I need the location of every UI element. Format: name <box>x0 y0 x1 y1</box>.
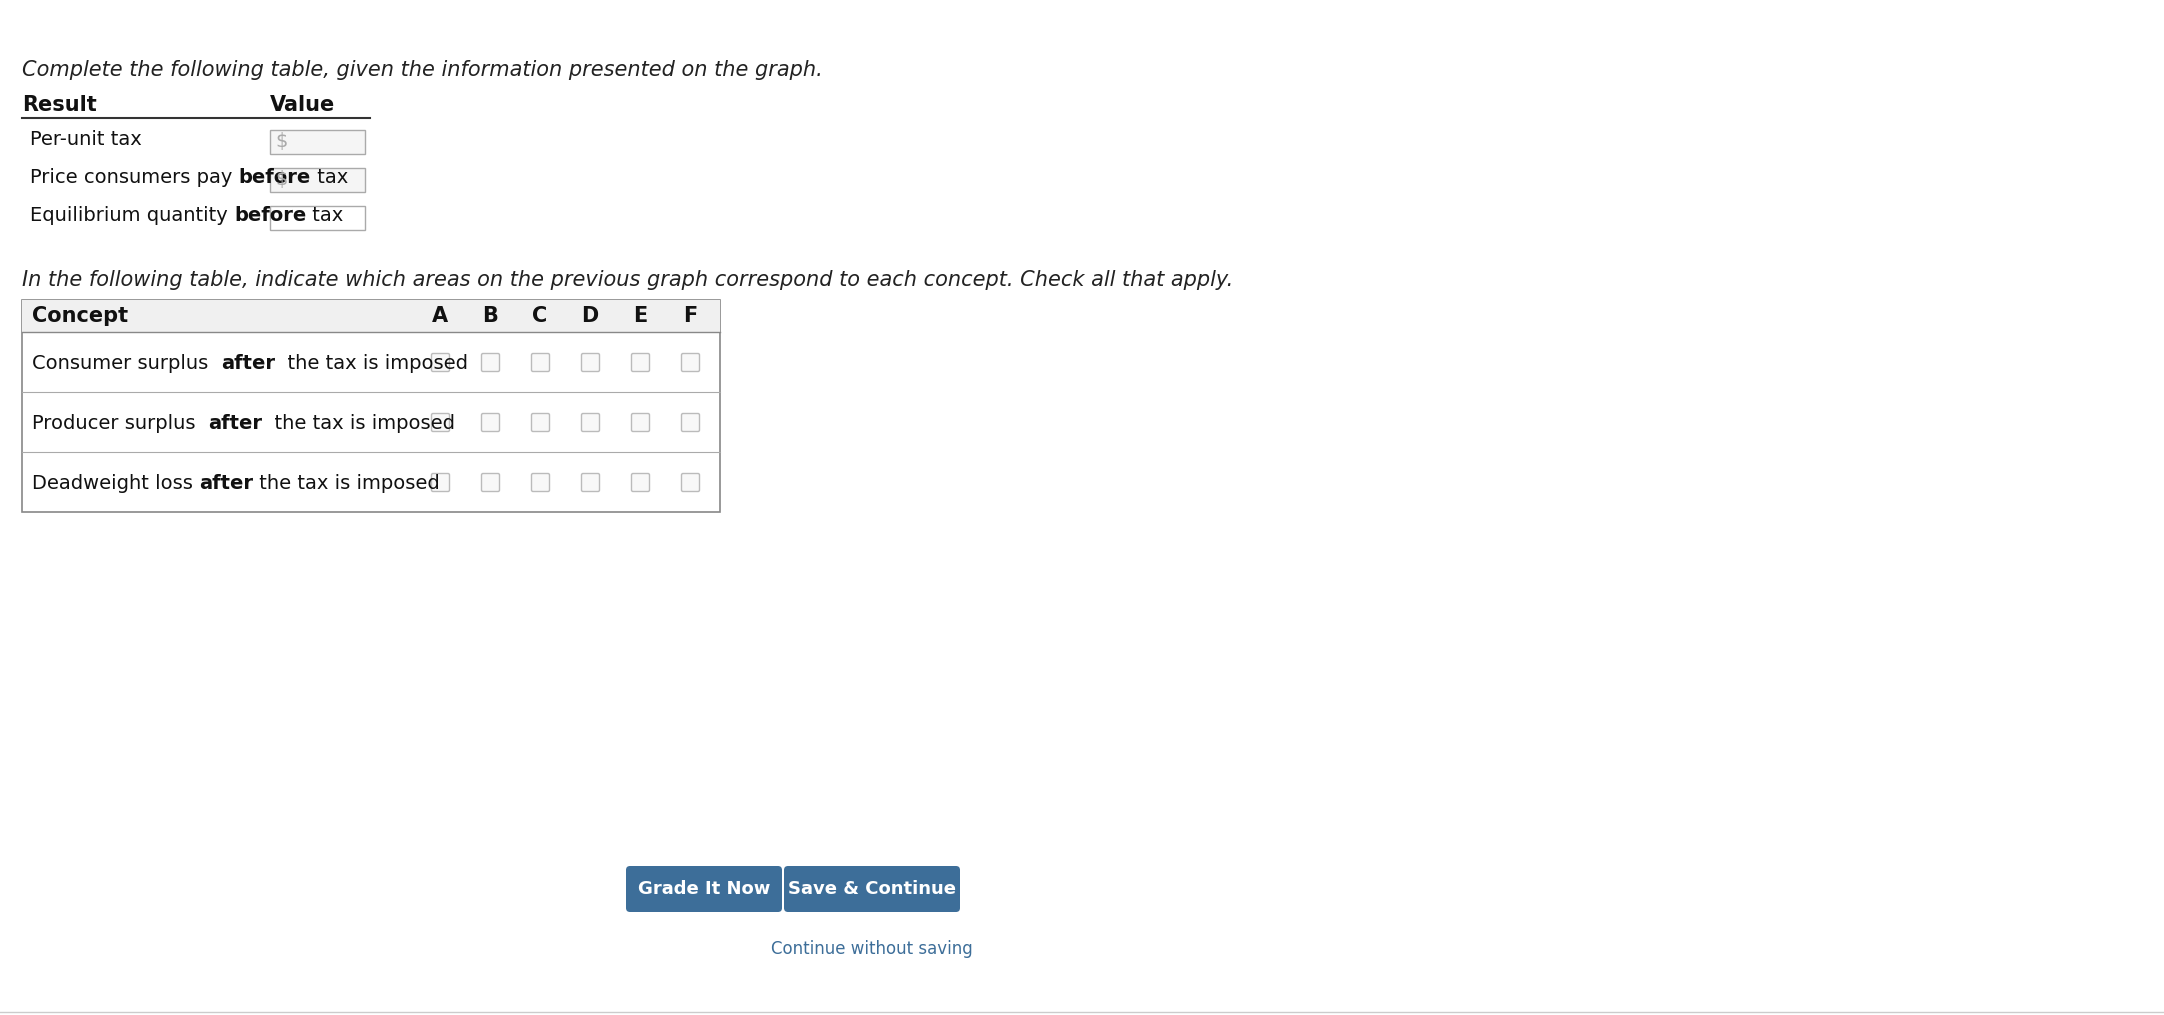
FancyBboxPatch shape <box>632 413 649 431</box>
Text: the tax is imposed: the tax is imposed <box>275 354 467 373</box>
FancyBboxPatch shape <box>625 866 781 912</box>
FancyBboxPatch shape <box>431 413 450 431</box>
Text: E: E <box>632 306 647 326</box>
FancyBboxPatch shape <box>483 474 500 491</box>
Text: Price consumers pay: Price consumers pay <box>30 168 238 187</box>
Text: after: after <box>208 414 262 433</box>
Text: D: D <box>582 306 599 326</box>
FancyBboxPatch shape <box>483 413 500 431</box>
FancyBboxPatch shape <box>682 353 699 371</box>
Text: B: B <box>483 306 498 326</box>
FancyBboxPatch shape <box>582 413 599 431</box>
Text: C: C <box>532 306 547 326</box>
Bar <box>22 300 721 332</box>
FancyBboxPatch shape <box>532 474 550 491</box>
Text: after: after <box>199 474 253 493</box>
Text: before: before <box>238 168 312 187</box>
FancyBboxPatch shape <box>431 353 450 371</box>
FancyBboxPatch shape <box>270 130 366 154</box>
FancyBboxPatch shape <box>582 353 599 371</box>
FancyBboxPatch shape <box>532 413 550 431</box>
Text: the tax is imposed: the tax is imposed <box>253 474 439 493</box>
Text: Deadweight loss: Deadweight loss <box>32 474 199 493</box>
Text: the tax is imposed: the tax is imposed <box>262 414 454 433</box>
Text: Value: Value <box>270 95 335 115</box>
FancyBboxPatch shape <box>532 353 550 371</box>
Text: Consumer surplus: Consumer surplus <box>32 354 221 373</box>
FancyBboxPatch shape <box>270 168 366 192</box>
FancyBboxPatch shape <box>582 474 599 491</box>
FancyBboxPatch shape <box>483 353 500 371</box>
Text: Producer surplus: Producer surplus <box>32 414 208 433</box>
Text: tax: tax <box>312 168 348 187</box>
Text: Continue without saving: Continue without saving <box>770 940 974 958</box>
Text: tax: tax <box>307 206 344 225</box>
Text: F: F <box>684 306 697 326</box>
FancyBboxPatch shape <box>431 474 450 491</box>
Text: before: before <box>234 206 307 225</box>
Bar <box>22 300 721 512</box>
Text: Grade It Now: Grade It Now <box>638 880 770 898</box>
Text: $: $ <box>275 170 288 189</box>
Text: Equilibrium quantity: Equilibrium quantity <box>30 206 234 225</box>
Text: after: after <box>221 354 275 373</box>
Text: Save & Continue: Save & Continue <box>788 880 956 898</box>
Text: Concept: Concept <box>32 306 128 326</box>
FancyBboxPatch shape <box>783 866 961 912</box>
Text: In the following table, indicate which areas on the previous graph correspond to: In the following table, indicate which a… <box>22 270 1233 290</box>
FancyBboxPatch shape <box>682 413 699 431</box>
Text: Complete the following table, given the information presented on the graph.: Complete the following table, given the … <box>22 60 822 80</box>
FancyBboxPatch shape <box>682 474 699 491</box>
FancyBboxPatch shape <box>270 206 366 230</box>
Text: Per-unit tax: Per-unit tax <box>30 130 143 149</box>
FancyBboxPatch shape <box>632 474 649 491</box>
FancyBboxPatch shape <box>632 353 649 371</box>
Text: A: A <box>433 306 448 326</box>
Text: Result: Result <box>22 95 97 115</box>
Text: $: $ <box>275 132 288 151</box>
